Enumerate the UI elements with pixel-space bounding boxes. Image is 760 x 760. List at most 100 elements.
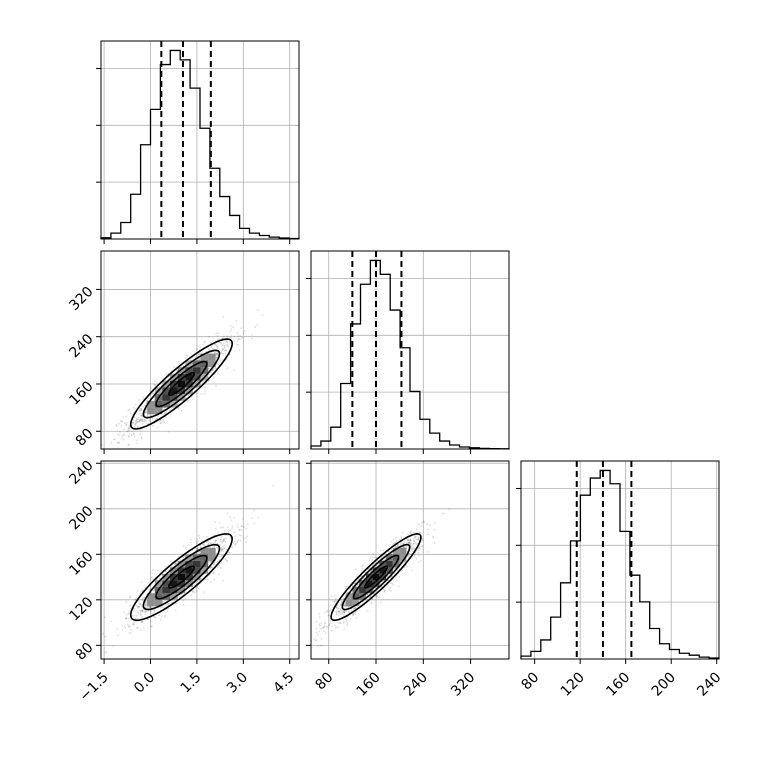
scatter-point: [140, 436, 143, 439]
scatter-point: [378, 596, 381, 599]
scatter-point: [410, 530, 413, 533]
scatter-point: [184, 597, 187, 600]
scatter-point: [407, 554, 410, 557]
scatter-point: [177, 360, 180, 363]
scatter-point: [143, 596, 146, 599]
scatter-point: [412, 550, 414, 552]
scatter-point: [140, 408, 143, 411]
scatter-point: [134, 403, 137, 406]
scatter-point: [355, 575, 358, 578]
scatter-point: [337, 622, 340, 625]
scatter-point: [127, 427, 130, 430]
scatter-point: [222, 540, 225, 543]
scatter-point: [238, 529, 241, 531]
density-cell: [359, 586, 366, 594]
scatter-point: [123, 625, 126, 628]
density-cell: [185, 560, 193, 568]
panel-frame: [310, 460, 510, 660]
scatter-point: [151, 569, 154, 572]
scatter-point: [208, 367, 210, 370]
scatter-point: [398, 585, 400, 588]
scatter-point: [433, 522, 436, 524]
scatter-point: [250, 517, 253, 520]
scatter-point: [163, 615, 166, 618]
scatter-point: [128, 625, 131, 628]
scatter-point: [408, 542, 411, 545]
scatter-point: [138, 399, 141, 401]
scatter-point: [392, 543, 395, 545]
scatter-point: [156, 426, 159, 429]
scatter-point: [238, 349, 241, 352]
scatter-point: [211, 542, 213, 544]
scatter-point: [370, 570, 372, 572]
scatter-point: [115, 424, 118, 427]
scatter-point: [212, 542, 215, 545]
scatter-point: [427, 550, 430, 553]
scatter-point: [141, 418, 144, 421]
scatter-point: [138, 419, 141, 422]
x-tick-label: 240: [694, 669, 724, 699]
scatter-point: [325, 610, 328, 613]
scatter-point: [128, 429, 131, 432]
density-cell: [345, 599, 353, 607]
scatter-point: [197, 553, 200, 555]
scatter-point: [395, 540, 398, 543]
scatter-point: [144, 606, 147, 608]
scatter-point: [184, 546, 187, 549]
scatter-point: [235, 320, 238, 322]
scatter-point: [414, 535, 417, 538]
scatter-point: [333, 600, 336, 603]
scatter-point: [340, 602, 342, 605]
scatter-point: [220, 547, 223, 549]
scatter-point: [232, 326, 235, 329]
scatter-point: [416, 538, 419, 541]
scatter-point: [329, 604, 332, 607]
histogram-2-x-axis: [328, 449, 472, 454]
scatter-point: [411, 548, 413, 551]
scatter-point: [328, 624, 331, 627]
scatter-point: [220, 562, 223, 564]
scatter-point: [173, 366, 176, 368]
scatter-point: [242, 517, 245, 520]
scatter-point: [339, 613, 342, 616]
scatter-point: [133, 416, 136, 419]
scatter-point: [236, 523, 239, 526]
scatter-point: [169, 414, 172, 417]
scatter-point: [366, 593, 369, 596]
scatter-point: [142, 627, 145, 630]
scatter-point: [131, 615, 134, 618]
scatter-point: [352, 613, 355, 616]
density-cell: [192, 567, 201, 574]
scatter-point: [141, 598, 144, 601]
scatter-point: [121, 434, 124, 437]
scatter-point: [134, 598, 137, 601]
scatter-point: [354, 606, 357, 609]
scatter-point: [140, 613, 142, 616]
scatter-point: [337, 611, 340, 613]
scatter-point: [145, 610, 148, 613]
scatter-point: [140, 609, 143, 612]
density-cell: [399, 554, 407, 561]
scatter-point: [224, 558, 227, 560]
scatter-point: [133, 435, 136, 438]
scatter-point: [315, 631, 318, 634]
scatter-point: [201, 539, 203, 542]
scatter-point: [127, 435, 130, 438]
scatter-point: [309, 625, 311, 627]
density-cell: [147, 599, 155, 607]
scatter-point: [228, 551, 231, 554]
scatter-point: [441, 512, 444, 515]
scatter-point: [406, 533, 409, 536]
scatter-point: [433, 528, 436, 531]
scatter-point: [212, 572, 215, 575]
scatter-point: [402, 545, 405, 548]
scatter-point: [219, 544, 222, 547]
scatter-point: [142, 620, 144, 623]
scatter-point: [136, 626, 139, 629]
scatter-point: [136, 606, 139, 609]
scatter-point: [393, 568, 395, 571]
scatter-point: [409, 539, 412, 542]
scatter-point: [139, 611, 142, 614]
scatter-point: [294, 660, 296, 662]
scatter-point: [412, 542, 415, 545]
